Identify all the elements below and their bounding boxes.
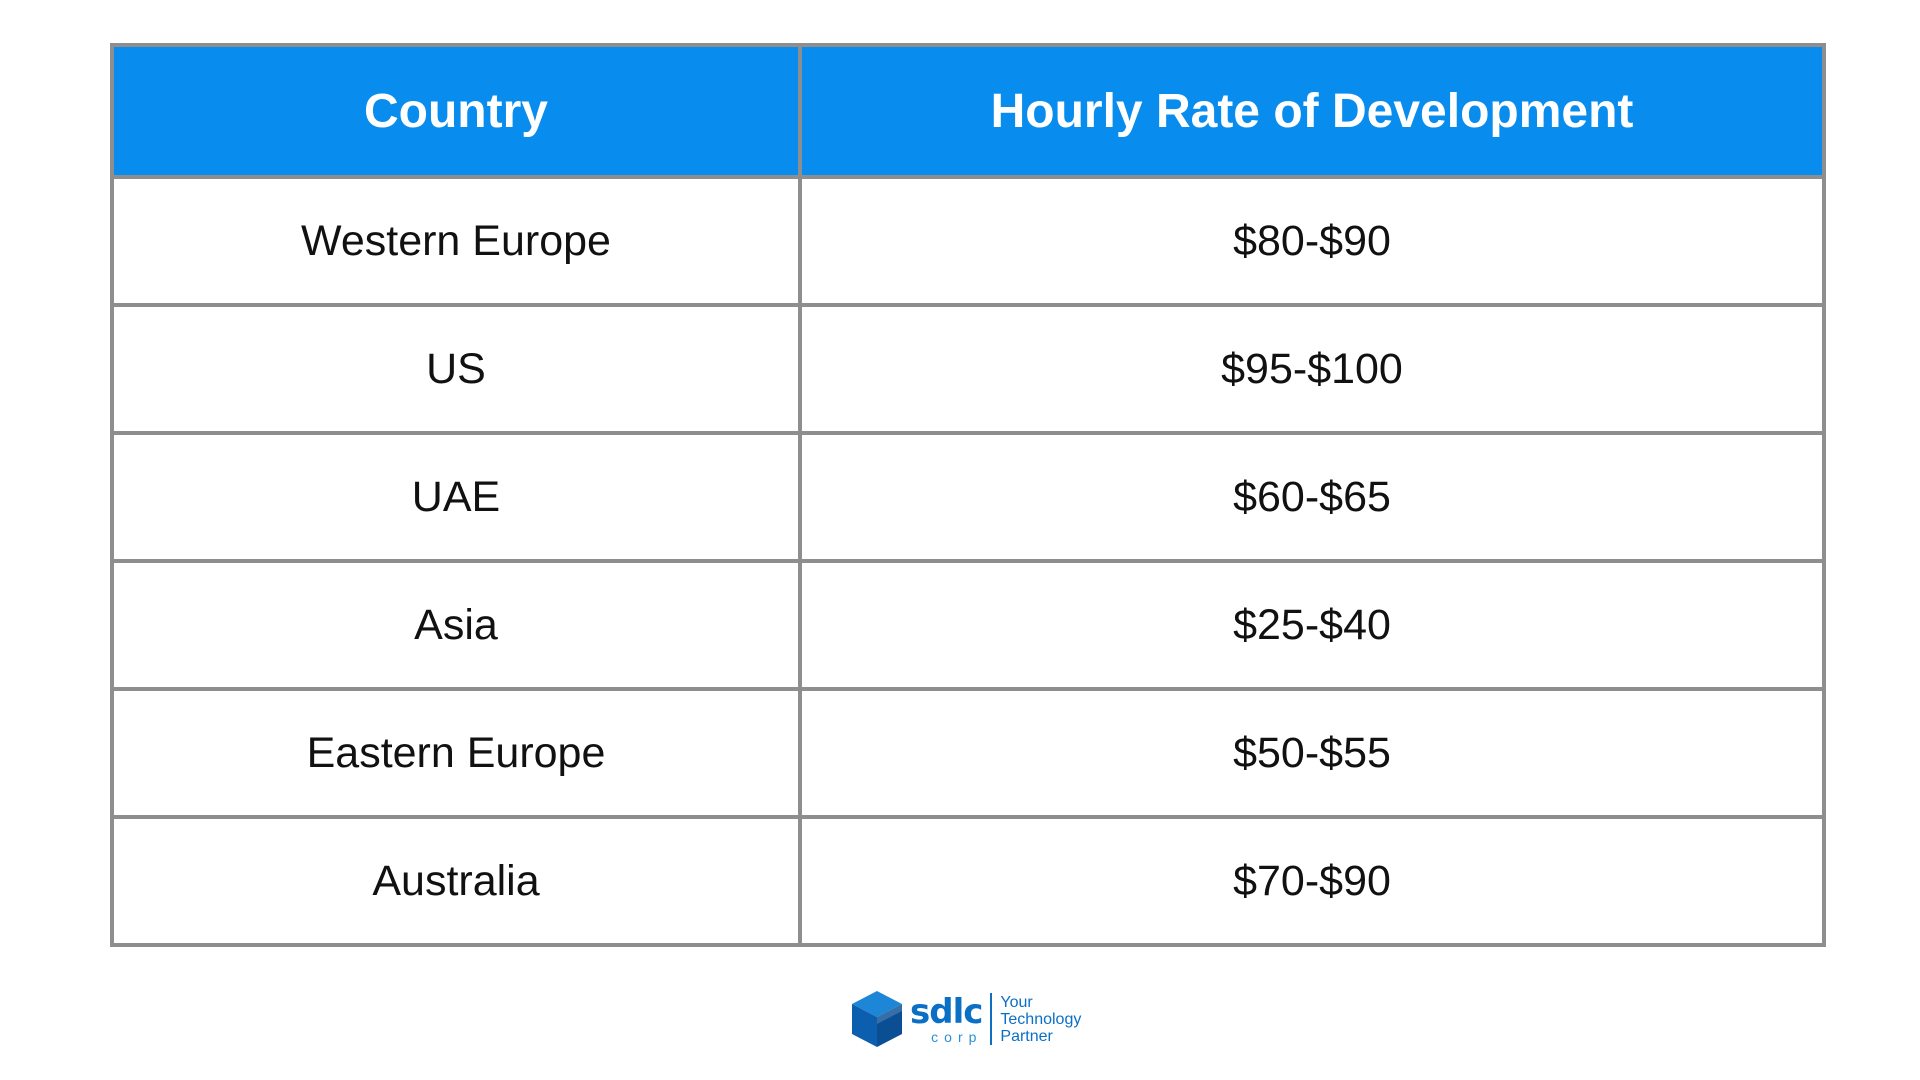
logo-tagline: Your Technology Partner bbox=[1000, 994, 1081, 1045]
table-row: Eastern Europe $50-$55 bbox=[110, 687, 1826, 819]
table-row: Asia $25-$40 bbox=[110, 559, 1826, 691]
country-cell: US bbox=[110, 303, 802, 435]
table-row: Australia $70-$90 bbox=[110, 815, 1826, 947]
table-body: Western Europe $80-$90 US $95-$100 UAE $… bbox=[110, 175, 1826, 947]
tagline-line-3: Partner bbox=[1000, 1027, 1053, 1045]
country-cell: Australia bbox=[110, 815, 802, 947]
logo-divider bbox=[990, 993, 993, 1045]
table-header: Country Hourly Rate of Development bbox=[110, 43, 1826, 179]
company-logo: sdlc corp Your Technology Partner bbox=[850, 988, 1081, 1050]
header-row: Country Hourly Rate of Development bbox=[110, 43, 1826, 179]
header-country: Country bbox=[110, 43, 802, 179]
logo-sub-text: corp bbox=[931, 1028, 983, 1045]
country-cell: Asia bbox=[110, 559, 802, 691]
hourly-rates-table: Country Hourly Rate of Development Weste… bbox=[110, 43, 1826, 947]
rate-cell: $50-$55 bbox=[798, 687, 1826, 819]
table-row: UAE $60-$65 bbox=[110, 431, 1826, 563]
rates-table-container: Country Hourly Rate of Development Weste… bbox=[110, 43, 1826, 947]
country-cell: UAE bbox=[110, 431, 802, 563]
tagline-line-2: Technology bbox=[1000, 1010, 1082, 1028]
rate-cell: $60-$65 bbox=[798, 431, 1826, 563]
rate-cell: $25-$40 bbox=[798, 559, 1826, 691]
rate-cell: $80-$90 bbox=[798, 175, 1826, 307]
country-cell: Western Europe bbox=[110, 175, 802, 307]
table-row: US $95-$100 bbox=[110, 303, 1826, 435]
header-hourly-rate: Hourly Rate of Development bbox=[798, 43, 1826, 179]
tagline-line-1: Your bbox=[1000, 993, 1033, 1011]
logo-brand-text: sdlc bbox=[910, 991, 983, 1032]
rate-cell: $95-$100 bbox=[798, 303, 1826, 435]
rate-cell: $70-$90 bbox=[798, 815, 1826, 947]
logo-wordmark: sdlc corp bbox=[910, 991, 983, 1045]
table-row: Western Europe $80-$90 bbox=[110, 175, 1826, 307]
country-cell: Eastern Europe bbox=[110, 687, 802, 819]
cube-icon bbox=[850, 989, 904, 1049]
